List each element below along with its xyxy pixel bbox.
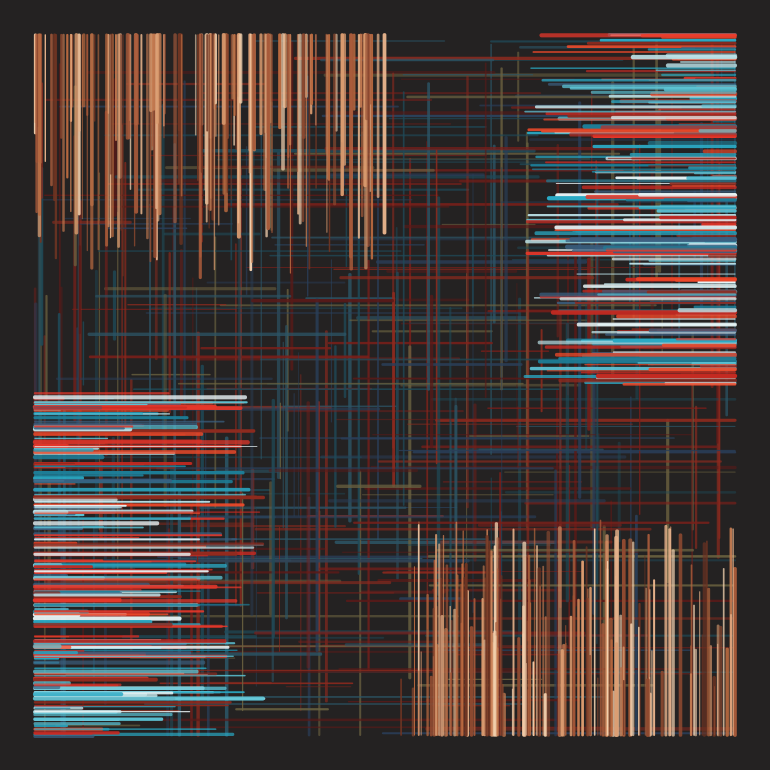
bottom-left-horizontals [32, 392, 266, 738]
bottom-right-verticals [400, 519, 737, 737]
top-right-horizontals [523, 32, 738, 386]
top-left-verticals [33, 33, 387, 280]
